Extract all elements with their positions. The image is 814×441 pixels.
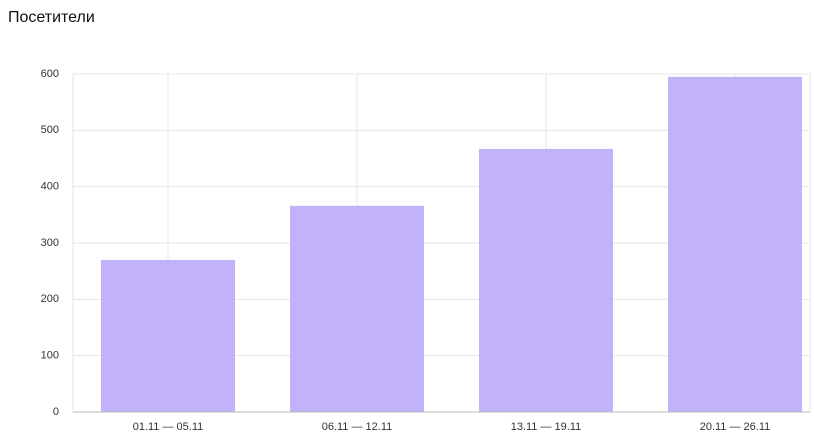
y-tick-label: 100 (41, 350, 59, 362)
x-tick-label: 01.11 — 05.11 (133, 421, 204, 433)
y-tick-label: 500 (41, 124, 59, 136)
y-tick-label: 200 (41, 293, 59, 305)
x-tick-label: 06.11 — 12.11 (322, 421, 393, 433)
bar (290, 205, 424, 412)
x-tick-label: 13.11 — 19.11 (511, 421, 582, 433)
x-tick-label: 20.11 — 26.11 (700, 421, 771, 433)
y-tick-label: 300 (41, 237, 59, 249)
y-tick-label: 600 (41, 68, 59, 80)
y-tick-label: 400 (41, 181, 59, 193)
bar (101, 259, 235, 412)
y-tick-label: 0 (53, 406, 59, 418)
bar (668, 76, 802, 413)
bar (479, 148, 613, 412)
chart-title: Посетители (8, 9, 95, 26)
